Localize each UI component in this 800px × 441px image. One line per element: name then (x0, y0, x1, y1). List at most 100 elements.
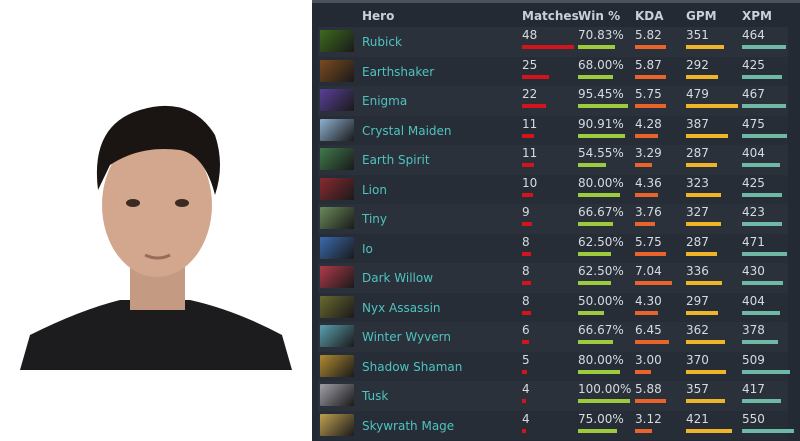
kda-value: 5.88 (635, 382, 662, 396)
hero-name[interactable]: Io (362, 241, 373, 256)
hero-portrait-icon[interactable] (320, 148, 354, 170)
kda-value: 5.87 (635, 57, 662, 72)
hero-name[interactable]: Nyx Assassin (362, 300, 441, 315)
table-row[interactable]: Skywrath Mage 4 75.00% 3.12 421 550 (318, 410, 794, 440)
table-row[interactable]: Crystal Maiden 11 90.91% 4.28 387 475 (318, 115, 788, 145)
matches-bar (522, 74, 549, 79)
table-row[interactable]: Lion 10 80.00% 4.36 323 425 (318, 174, 788, 204)
win-value: 80.00% (578, 352, 624, 367)
win-value: 100.00% (578, 382, 632, 396)
header-matches[interactable]: Matches (522, 9, 579, 23)
player-photo (20, 95, 292, 370)
hero-portrait-icon[interactable] (320, 384, 354, 406)
hero-name[interactable]: Earthshaker (362, 64, 435, 79)
hero-portrait-icon[interactable] (320, 413, 354, 436)
table-row[interactable]: Tiny 9 66.67% 3.76 327 423 (318, 204, 788, 234)
hero-portrait-icon[interactable] (320, 354, 354, 377)
table-row[interactable]: Earthshaker 25 68.00% 5.87 292 425 (318, 56, 788, 86)
gpm-bar (686, 310, 718, 315)
hero-portrait-icon[interactable] (320, 89, 354, 111)
kda-value: 4.36 (635, 175, 662, 190)
header-win[interactable]: Win % (578, 9, 621, 23)
hero-name[interactable]: Winter Wyvern (362, 330, 451, 344)
win-value: 80.00% (578, 175, 624, 190)
xpm-value: 423 (742, 205, 765, 219)
matches-bar (522, 428, 526, 433)
win-bar (578, 133, 625, 138)
gpm-bar (686, 163, 717, 167)
kda-value: 4.28 (635, 116, 662, 131)
hero-name[interactable]: Tusk (362, 389, 389, 403)
hero-portrait-icon[interactable] (320, 59, 354, 82)
hero-name[interactable]: Enigma (362, 94, 408, 108)
kda-bar (635, 74, 666, 79)
table-row[interactable]: Nyx Assassin 8 50.00% 4.30 297 404 (318, 292, 788, 322)
win-bar (578, 369, 620, 374)
hero-portrait-icon[interactable] (320, 30, 354, 52)
matches-value: 11 (522, 146, 538, 160)
win-bar (578, 251, 611, 256)
table-row[interactable]: Enigma 22 95.45% 5.75 479 467 (318, 86, 788, 116)
header-xpm[interactable]: XPM (742, 9, 772, 23)
header-kda[interactable]: KDA (635, 9, 664, 23)
gpm-bar (686, 74, 718, 79)
xpm-bar (742, 310, 780, 315)
kda-bar (635, 428, 652, 433)
table-row[interactable]: Earth Spirit 11 54.55% 3.29 287 404 (318, 145, 788, 175)
xpm-bar (742, 74, 782, 79)
win-value: 90.91% (578, 116, 624, 131)
hero-portrait-icon[interactable] (320, 177, 354, 200)
table-row[interactable]: Io 8 62.50% 5.75 287 471 (318, 233, 788, 263)
kda-bar (635, 222, 655, 226)
gpm-value: 292 (686, 57, 709, 72)
hero-portrait-icon[interactable] (320, 325, 354, 347)
kda-value: 5.82 (635, 28, 662, 42)
xpm-bar (742, 104, 786, 108)
hero-portrait-icon[interactable] (320, 295, 354, 318)
kda-value: 3.12 (635, 411, 662, 426)
hero-portrait-icon[interactable] (320, 207, 354, 229)
kda-value: 3.29 (635, 146, 662, 160)
hero-portrait-icon[interactable] (320, 266, 354, 288)
win-value: 66.67% (578, 323, 624, 337)
table-row[interactable]: Shadow Shaman 5 80.00% 3.00 370 509 (318, 351, 790, 381)
gpm-value: 479 (686, 87, 709, 101)
hero-portrait-icon[interactable] (320, 118, 354, 141)
matches-bar (522, 399, 526, 403)
hero-name[interactable]: Crystal Maiden (362, 123, 452, 138)
hero-name[interactable]: Tiny (362, 212, 388, 226)
gpm-value: 287 (686, 146, 709, 160)
hero-name[interactable]: Skywrath Mage (362, 418, 455, 433)
hero-name[interactable]: Lion (362, 182, 387, 197)
win-value: 62.50% (578, 234, 624, 249)
hero-name[interactable]: Rubick (362, 35, 402, 49)
win-bar (578, 222, 613, 226)
table-row[interactable]: Winter Wyvern 6 66.67% 6.45 362 378 (318, 322, 788, 352)
header-hero[interactable]: Hero (362, 9, 395, 23)
matches-bar (522, 310, 531, 315)
kda-value: 6.45 (635, 323, 662, 337)
hero-name[interactable]: Earth Spirit (362, 153, 430, 167)
xpm-bar (742, 222, 782, 226)
matches-bar (522, 222, 532, 226)
table-row[interactable]: Dark Willow 8 62.50% 7.04 336 430 (318, 263, 788, 293)
matches-bar (522, 251, 531, 256)
table-row[interactable]: Tusk 4 100.00% 5.88 357 417 (318, 381, 788, 411)
header-gpm[interactable]: GPM (686, 9, 717, 23)
gpm-bar (686, 340, 725, 344)
hero-portrait-icon[interactable] (320, 236, 354, 259)
matches-bar (522, 192, 533, 197)
win-bar (578, 399, 630, 403)
matches-bar (522, 163, 534, 167)
gpm-value: 357 (686, 382, 709, 396)
kda-bar (635, 340, 669, 344)
xpm-value: 509 (742, 352, 765, 367)
kda-value: 7.04 (635, 264, 662, 278)
hero-name[interactable]: Dark Willow (362, 271, 434, 285)
gpm-value: 297 (686, 293, 709, 308)
gpm-bar (686, 428, 732, 433)
table-row[interactable]: Rubick 48 70.83% 5.82 351 464 (318, 27, 788, 57)
gpm-bar (686, 251, 717, 256)
hero-name[interactable]: Shadow Shaman (362, 359, 463, 374)
win-value: 50.00% (578, 293, 624, 308)
